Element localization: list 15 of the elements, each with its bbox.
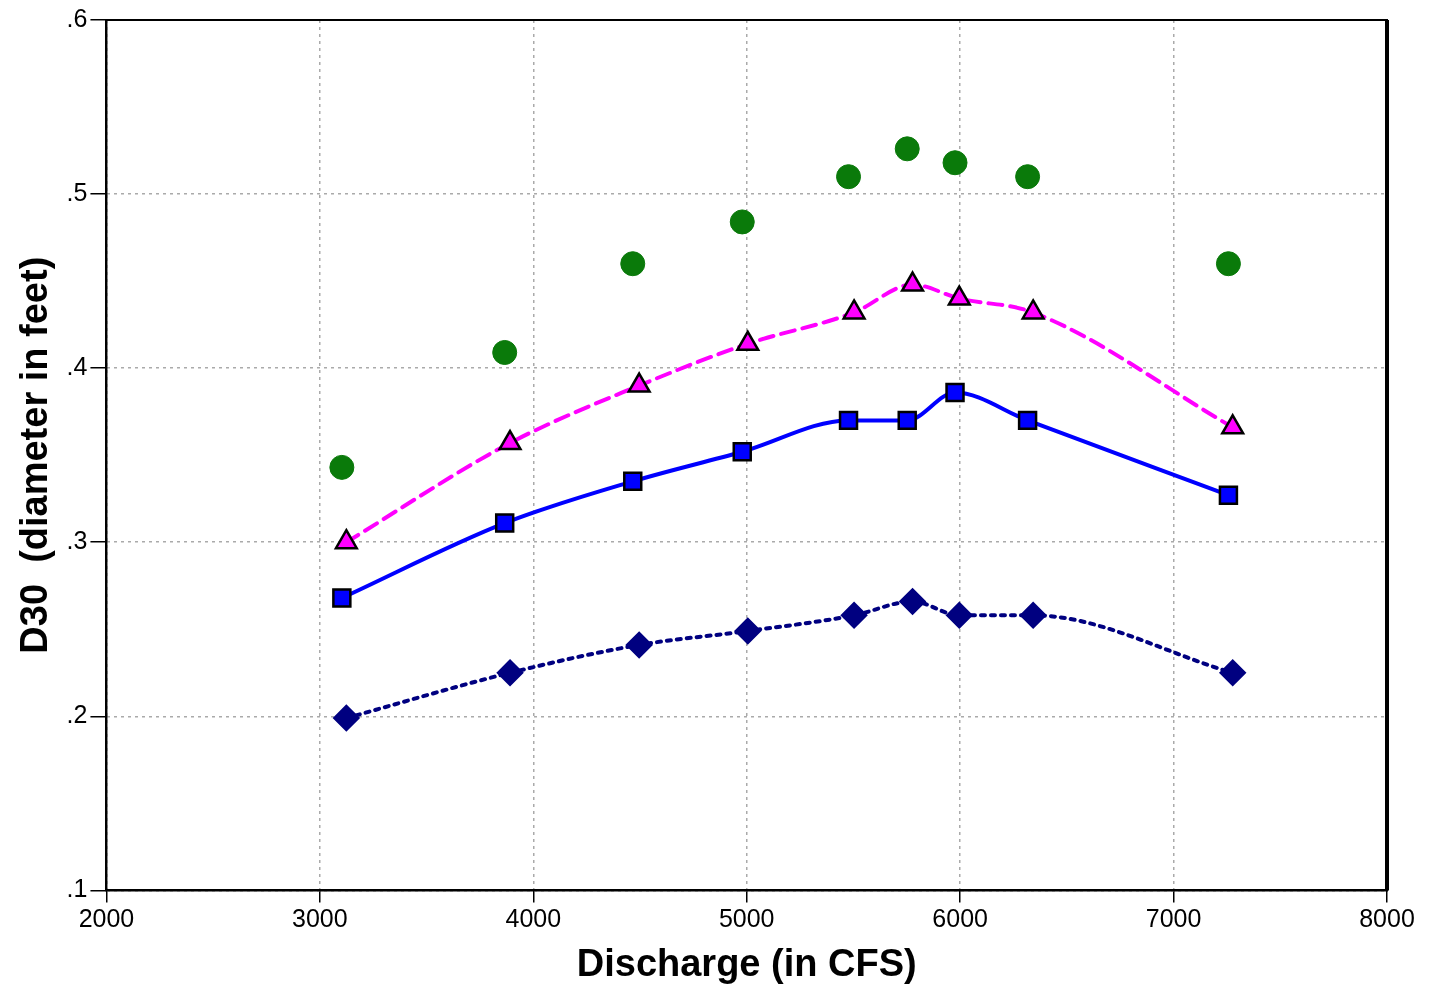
y-tick-label: .5 [66,177,88,206]
x-tick-label: 8000 [1359,904,1415,933]
x-tick-label: 4000 [505,904,562,933]
x-tick-label: 7000 [1145,904,1202,933]
y-tick-label: .1 [66,874,88,903]
y-axis-title: D30 (diameter in feet) [13,256,56,654]
x-tick-label: 6000 [932,904,988,933]
x-tick-label: 2000 [78,904,135,933]
x-tick-label: 3000 [292,904,348,933]
y-tick-label: .4 [66,352,88,381]
y-tick-label: .2 [66,700,88,729]
x-tick-label: 5000 [718,904,775,933]
y-tick-label: .3 [66,526,88,555]
y-tick-label: .6 [66,3,88,32]
x-axis-title: Discharge (in CFS) [576,941,917,984]
